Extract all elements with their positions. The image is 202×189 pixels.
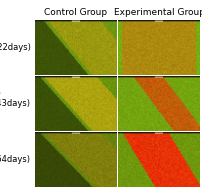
Text: C
(64days): C (64days) [0,144,31,164]
Text: A
(22days): A (22days) [0,31,31,52]
Text: B
(43days): B (43days) [0,88,31,108]
Text: Experimental Group: Experimental Group [114,8,202,17]
Text: Control Group: Control Group [44,8,107,17]
